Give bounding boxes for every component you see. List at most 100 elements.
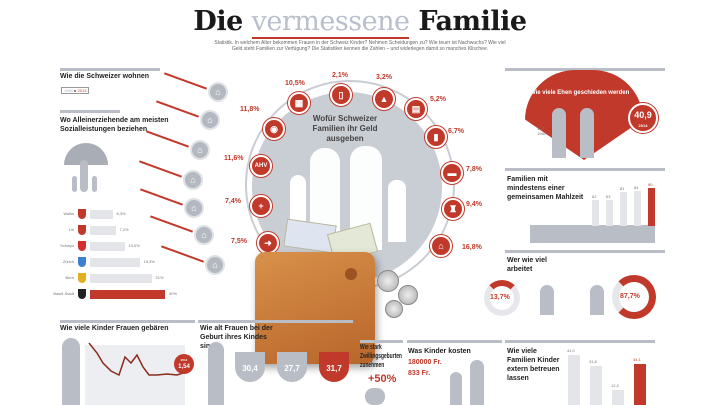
pregnant-woman-icon xyxy=(62,338,80,405)
canton-value: 10,0% xyxy=(128,243,140,248)
title-part: Die xyxy=(193,6,243,37)
child-figure-icon xyxy=(72,176,77,192)
house-icon: ⌂ xyxy=(184,198,204,218)
canton-bar xyxy=(90,226,116,235)
twin-babies-icon xyxy=(365,388,385,405)
house-icon: ⌂ xyxy=(200,110,220,130)
housing-legend: 1990 ■ 2013 xyxy=(61,87,90,94)
work-donut-right xyxy=(612,275,656,319)
spending-value: 7,4% xyxy=(225,198,241,205)
childcare-bar xyxy=(590,366,602,405)
meal-bar xyxy=(648,188,655,226)
house-icon: ⌂ xyxy=(208,82,228,102)
mother-figure-icon xyxy=(80,160,88,192)
coin xyxy=(377,270,399,292)
coin xyxy=(385,300,403,318)
divorce-start-value: 12,7 xyxy=(537,126,545,131)
canton-bar xyxy=(90,210,113,219)
meal-bar xyxy=(620,191,627,226)
births-end-year: 2014 xyxy=(180,358,188,362)
childcare-bars: 41,0 31,8 12,4 34,1 xyxy=(565,345,655,405)
child-cost-monthly: 833 Fr. xyxy=(408,370,431,377)
spending-title: Wofür Schweizer Familien ihr Geld ausgeb… xyxy=(312,114,378,143)
girl-figure-icon xyxy=(450,372,462,405)
canton-row: Bern 21% xyxy=(58,272,198,288)
canton-bar xyxy=(90,274,152,283)
spending-value: 10,5% xyxy=(285,80,305,87)
mother-age-title: Wie alt Frauen bei der Geburt ihres Kind… xyxy=(200,325,273,350)
spending-value: 3,2% xyxy=(376,74,392,81)
canton-value: 7,2% xyxy=(119,227,129,232)
housing-bar xyxy=(140,188,183,206)
groceries-icon: ▦ xyxy=(288,92,310,114)
divider xyxy=(505,250,665,253)
meal-bar-label: 62 xyxy=(592,193,597,199)
childcare-bar-label: 31,8 xyxy=(589,359,597,364)
transfer-icon: ➜ xyxy=(257,232,279,254)
housing-title: Wie die Schweizer wohnen xyxy=(60,73,150,80)
canton-shield-icon xyxy=(78,273,86,283)
chart-background xyxy=(85,345,185,405)
canton-row: Schwyz 10,0% xyxy=(58,240,198,256)
births-line xyxy=(88,342,184,377)
subtitle: Statistik. In welchem Alter bekommen Fra… xyxy=(214,40,506,52)
canton-shield-icon xyxy=(78,257,86,267)
canton-name: Uri xyxy=(68,227,74,232)
divorce-end-badge: 40,9 2014 xyxy=(628,103,658,133)
canton-value: 6,3% xyxy=(116,211,126,216)
canton-bar xyxy=(90,290,165,299)
pram-value: 30,4 xyxy=(242,364,258,373)
legend-item: 1990 xyxy=(64,88,73,93)
meal-bar-label: 90 xyxy=(648,182,653,188)
spending-value: 9,4% xyxy=(466,201,482,208)
divider xyxy=(407,340,502,343)
phone-icon: ▯ xyxy=(330,84,352,106)
furniture-icon: ▤ xyxy=(405,98,427,120)
house-icon: ⌂ xyxy=(194,225,214,245)
worker-figure-icon xyxy=(590,285,604,315)
child-figure-icon xyxy=(92,176,97,192)
spending-value: 6,7% xyxy=(448,128,464,135)
house-icon: ⌂ xyxy=(205,255,225,275)
canton-name: Basel-Stadt xyxy=(53,291,74,296)
divider xyxy=(505,68,665,71)
coin xyxy=(398,285,418,305)
pram-icon: 30,4 xyxy=(235,352,265,382)
canton-bar-list: Wallis 6,3% Uri 7,2% Schwyz 10,0% Zürich 15,3% B… xyxy=(53,208,198,304)
canton-name: Wallis xyxy=(63,211,74,216)
mother-stroller-icon xyxy=(208,342,224,405)
childcare-bar-label: 34,1 xyxy=(633,356,641,362)
divorce-start: 12,7 1960 xyxy=(537,126,546,136)
divider xyxy=(505,340,655,343)
births-title: Wie viele Kinder Frauen gebären xyxy=(60,325,169,332)
canton-value: 15,3% xyxy=(143,259,155,264)
woman-figure-icon xyxy=(552,108,566,158)
work-right-value: 87,7% xyxy=(620,293,640,300)
canton-row: Wallis 6,3% xyxy=(58,208,198,224)
canton-row: Zürich 15,3% xyxy=(58,256,198,272)
divorce-end-year: 2014 xyxy=(638,123,648,128)
spending-value: 16,8% xyxy=(462,244,482,251)
child-cost-total: 180000 Fr. xyxy=(408,359,442,366)
clothing-icon: ▲ xyxy=(373,88,395,110)
meals-bars: 62 63 81 84 90 xyxy=(592,182,662,226)
wallet-clasp xyxy=(345,268,357,280)
births-line-chart xyxy=(85,342,185,405)
divider xyxy=(60,110,120,113)
divider xyxy=(505,168,665,171)
meals-title: Familien mit mindestens einer gemeinsame… xyxy=(507,176,584,201)
canton-shield-icon xyxy=(78,241,86,251)
legend-item: 2013 xyxy=(77,88,87,93)
meal-bar xyxy=(634,190,641,226)
meal-bar xyxy=(592,199,599,226)
canton-row: Uri 7,2% xyxy=(58,224,198,240)
canton-value: 30% xyxy=(169,291,178,296)
fridge-icon: ▮ xyxy=(425,126,447,148)
house-icon: ⌂ xyxy=(430,235,452,257)
restaurant-icon: ◉ xyxy=(263,118,285,140)
meal-bar xyxy=(606,199,613,226)
house-icon: ⌂ xyxy=(190,140,210,160)
canton-shield-icon xyxy=(78,225,86,235)
meal-bar-label: 63 xyxy=(606,193,611,199)
divorce-start-year: 1960 xyxy=(537,131,546,136)
